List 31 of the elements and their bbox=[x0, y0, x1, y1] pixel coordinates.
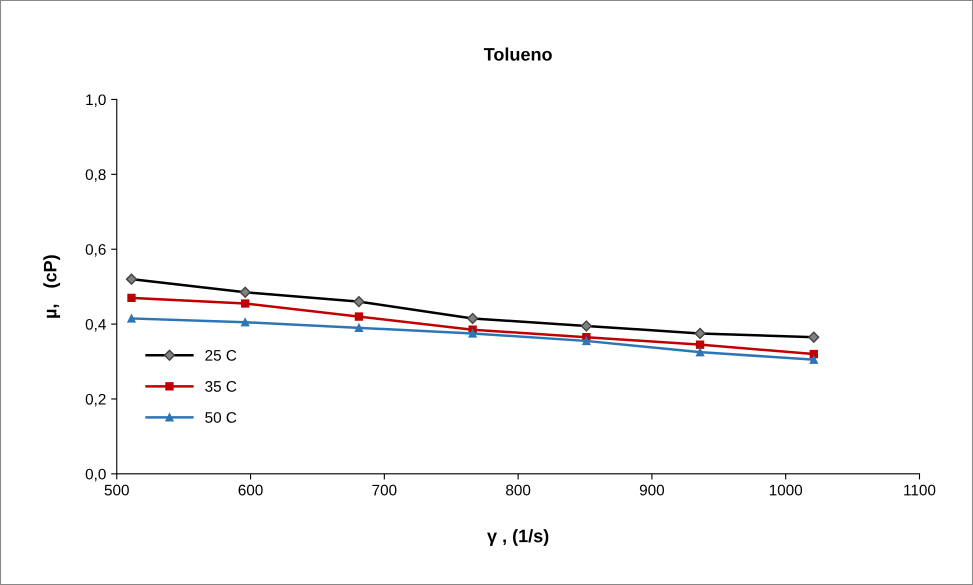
legend-label: 25 C bbox=[205, 350, 236, 361]
point bbox=[241, 318, 250, 326]
x-tick-label: 1000 bbox=[770, 484, 802, 496]
x-tick-label: 500 bbox=[104, 484, 129, 496]
x-tick-label: 1100 bbox=[904, 484, 936, 496]
x-tick-label: 800 bbox=[506, 484, 530, 496]
point bbox=[468, 329, 477, 338]
y-tick-label: 1,0 bbox=[86, 94, 106, 107]
y-tick-label: 0,0 bbox=[86, 468, 106, 482]
point bbox=[696, 348, 704, 356]
y-tick-label: 0,4 bbox=[86, 318, 106, 332]
y-tick-label: 0,6 bbox=[86, 244, 106, 257]
point bbox=[582, 336, 591, 346]
chart-title: Tolueno bbox=[484, 47, 552, 61]
legend-label: 35 C bbox=[205, 381, 236, 392]
x-tick-label: 600 bbox=[238, 484, 263, 496]
x-tick-label: 900 bbox=[640, 484, 664, 496]
x-tick-label: 700 bbox=[372, 484, 396, 496]
legend-label: 50 C bbox=[205, 412, 236, 423]
point bbox=[810, 350, 818, 358]
point bbox=[354, 324, 364, 332]
point bbox=[241, 299, 250, 308]
x-axis-title: γ , (1/s) bbox=[487, 529, 548, 546]
y-tick-label: 0,2 bbox=[86, 394, 106, 406]
y-axis-title: µ, (cP) bbox=[43, 255, 60, 318]
point bbox=[696, 340, 704, 349]
point bbox=[810, 355, 818, 364]
y-tick-label: 0,8 bbox=[86, 169, 106, 182]
point bbox=[127, 314, 136, 323]
point bbox=[127, 294, 136, 302]
point bbox=[354, 312, 364, 321]
